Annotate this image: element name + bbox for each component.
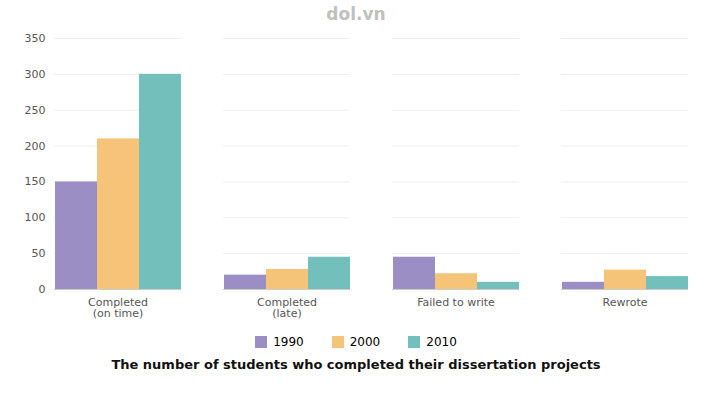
svg-text:350: 350 xyxy=(25,32,46,45)
svg-text:Completed(on time): Completed(on time) xyxy=(88,296,148,320)
html-text:1990: 1990 xyxy=(273,335,304,349)
html-text:dol.vn: dol.vn xyxy=(326,4,386,24)
svg-text:300: 300 xyxy=(25,68,46,81)
svg-text:50: 50 xyxy=(32,247,46,260)
svg-text:100: 100 xyxy=(25,211,46,224)
svg-text:Failed to write: Failed to write xyxy=(417,296,495,309)
svg-text:Completed(late): Completed(late) xyxy=(257,296,317,320)
svg-text:Rewrote: Rewrote xyxy=(602,296,647,309)
html-text:2000: 2000 xyxy=(349,335,381,349)
svg-text:0: 0 xyxy=(39,283,46,296)
svg-text:150: 150 xyxy=(25,175,46,188)
svg-text:250: 250 xyxy=(25,104,46,117)
html-text:2010: 2010 xyxy=(426,335,457,349)
html-text:The number of students who com: The number of students who completed the… xyxy=(111,357,601,372)
svg-text:200: 200 xyxy=(25,140,46,153)
